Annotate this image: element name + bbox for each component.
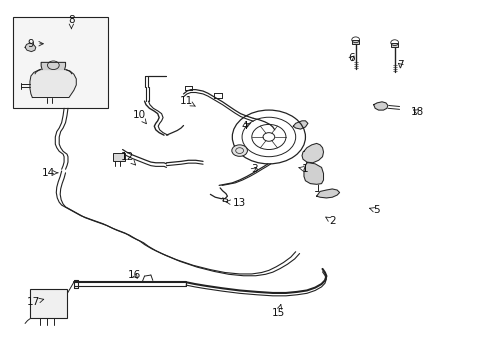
Text: 8: 8 (68, 15, 75, 28)
Text: 12: 12 (121, 152, 135, 165)
Polygon shape (373, 102, 387, 110)
Text: 1: 1 (298, 164, 308, 174)
Text: 11: 11 (179, 96, 195, 106)
Circle shape (231, 145, 247, 156)
Text: 18: 18 (410, 107, 424, 117)
Text: 7: 7 (396, 60, 403, 70)
Polygon shape (41, 62, 65, 69)
Text: 5: 5 (369, 206, 379, 216)
Bar (113, 153, 125, 161)
Polygon shape (304, 163, 323, 184)
Bar (390, 43, 397, 47)
Polygon shape (25, 43, 36, 51)
Bar (30, 289, 66, 318)
Polygon shape (316, 189, 339, 198)
Polygon shape (302, 143, 323, 163)
Bar (351, 40, 358, 44)
Polygon shape (30, 68, 76, 98)
Text: 14: 14 (42, 168, 58, 178)
Text: 17: 17 (27, 297, 43, 307)
Text: 9: 9 (27, 39, 43, 49)
Text: 4: 4 (241, 121, 250, 131)
Bar (13, 17, 108, 108)
Polygon shape (293, 121, 307, 129)
Text: 3: 3 (250, 164, 257, 174)
Text: 10: 10 (133, 111, 146, 124)
Text: 13: 13 (225, 198, 246, 208)
Text: 15: 15 (271, 305, 285, 318)
Text: 2: 2 (325, 216, 335, 226)
Text: 16: 16 (128, 270, 141, 280)
Text: 6: 6 (348, 53, 354, 63)
